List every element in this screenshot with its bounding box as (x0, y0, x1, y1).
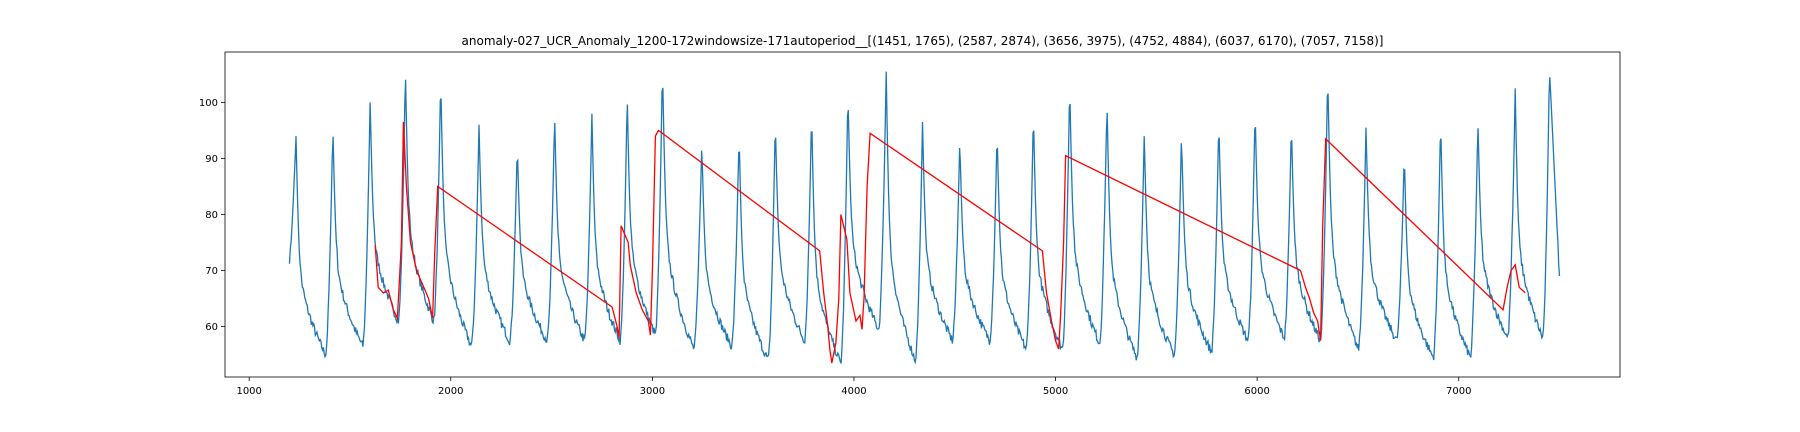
x-tick-label: 3000 (640, 386, 665, 397)
series-line-anomaly (374, 121, 1526, 364)
y-tick-label: 70 (205, 266, 218, 277)
series-line-signal (288, 71, 1561, 365)
x-tick-label: 4000 (841, 386, 866, 397)
x-tick-label: 2000 (438, 386, 463, 397)
plot-frame (224, 51, 1621, 378)
x-tick-label: 6000 (1244, 386, 1269, 397)
axis-ticks: 1000 2000 3000 4000 5000 6000 7000 60 70 80 90 100 (199, 98, 1472, 397)
series-layer (288, 71, 1561, 365)
chart-title: anomaly-027_UCR_Anomaly_1200-172windowsi… (462, 34, 1384, 48)
y-tick-label: 60 (205, 322, 218, 333)
x-tick-label: 7000 (1446, 386, 1471, 397)
x-tick-label: 5000 (1043, 386, 1068, 397)
y-tick-label: 80 (205, 210, 218, 221)
x-tick-label: 1000 (236, 386, 261, 397)
y-tick-label: 100 (199, 98, 218, 109)
y-tick-label: 90 (205, 154, 218, 165)
